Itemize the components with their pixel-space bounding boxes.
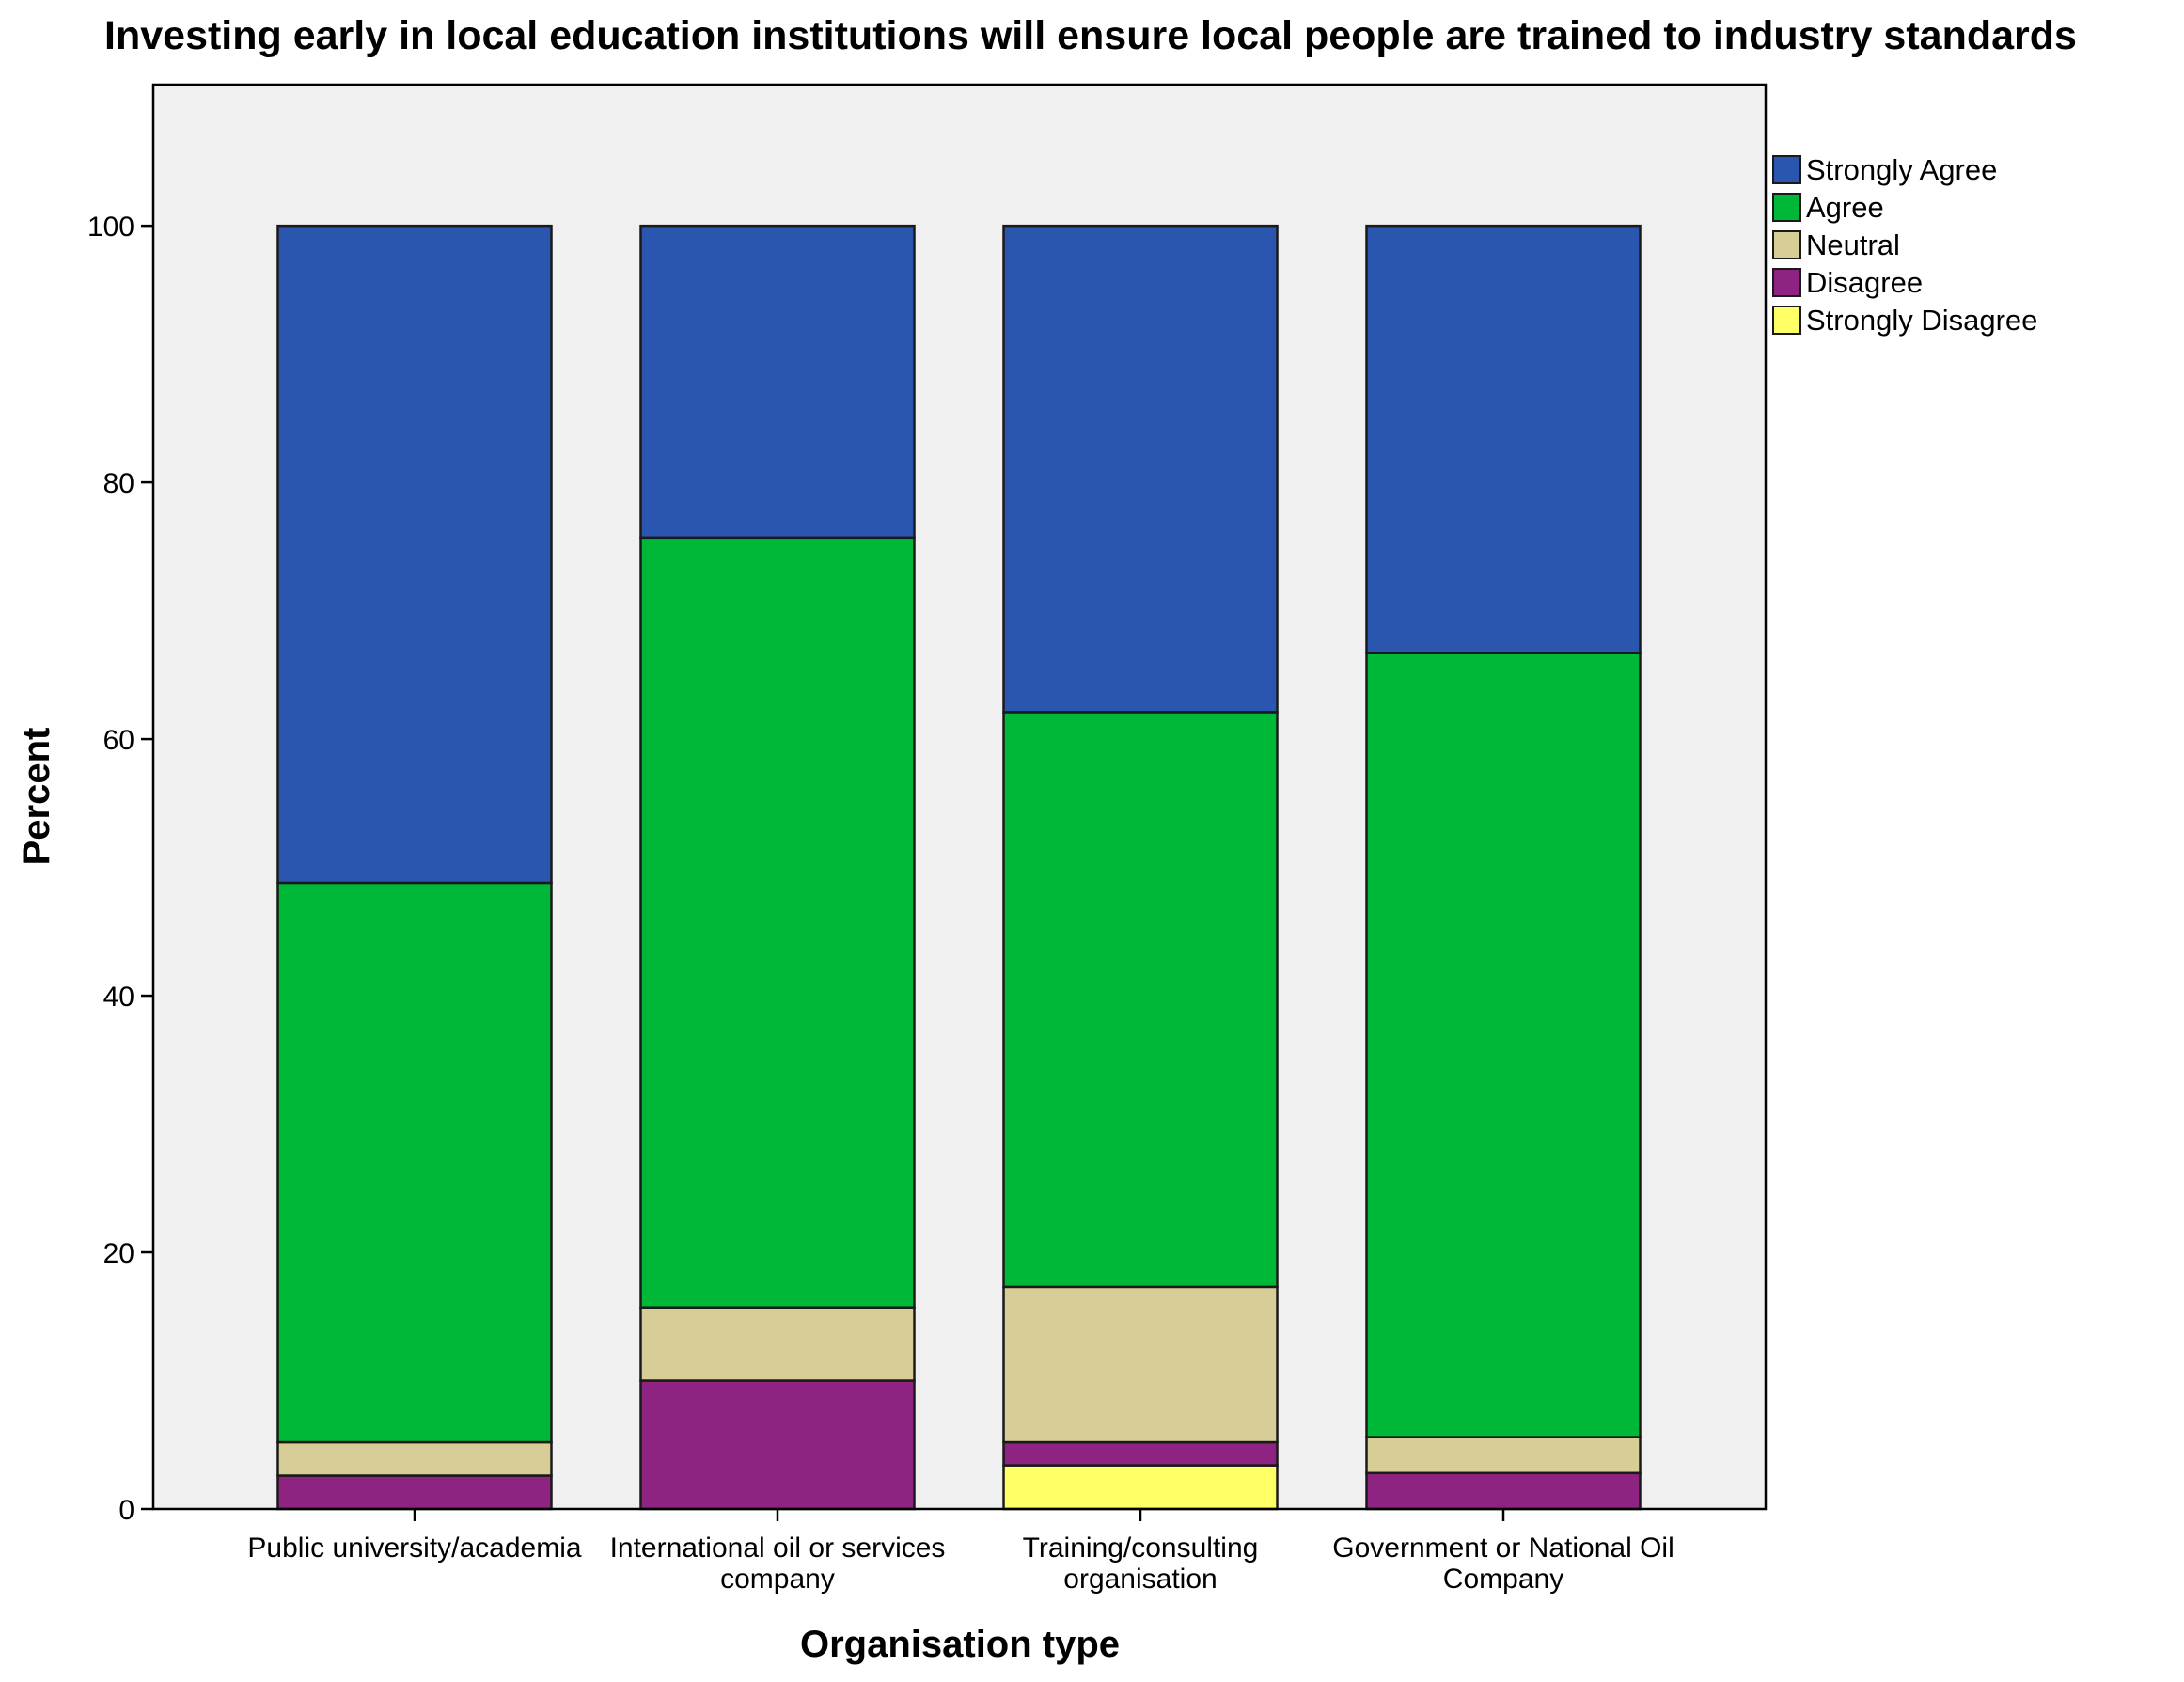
x-category-label: Company [1443,1564,1563,1595]
x-category-label: organisation [1063,1564,1217,1595]
bar-segment-strongly-agree-1 [276,224,553,885]
bar-segment-disagree-2 [639,1379,916,1511]
bar-segment-agree-3 [1002,711,1279,1289]
x-axis: Public university/academia International … [247,1509,1674,1595]
y-tick-label: 40 [103,982,134,1013]
y-tick-label: 20 [103,1238,134,1269]
bar-segment-agree-1 [276,881,553,1444]
bar-segment-disagree-1 [276,1474,553,1511]
legend-swatch-agree [1772,193,1801,222]
bar-segment-neutral-4 [1365,1436,1642,1475]
legend-swatch-strongly-disagree [1772,306,1801,335]
y-tick-label: 0 [118,1495,134,1526]
bar-segment-strongly-disagree-3 [1002,1464,1279,1511]
x-category-label: Public university/academia [247,1533,581,1564]
legend-swatch-strongly-agree [1772,155,1801,184]
bar-segment-strongly-agree-4 [1365,224,1642,654]
legend: Strongly Agree Agree Neutral Disagree Strong… [1772,153,2037,337]
bar-segment-neutral-2 [639,1306,916,1382]
legend-swatch-disagree [1772,268,1801,297]
x-category-label: Training/consulting [1023,1533,1259,1564]
chart-title: Investing early in local education insti… [104,13,2077,58]
legend-label-strongly-disagree: Strongly Disagree [1806,304,2037,337]
y-tick-label: 100 [87,212,134,243]
bar-segment-neutral-3 [1002,1285,1279,1444]
x-category-label: company [720,1564,835,1595]
bar-segment-strongly-agree-3 [1002,224,1279,714]
x-category-label: International oil or services [610,1533,946,1564]
x-axis-title: Organisation type [800,1624,1120,1665]
legend-label-agree: Agree [1806,191,1884,224]
bar-segment-disagree-4 [1365,1471,1642,1511]
bar-segment-agree-4 [1365,652,1642,1438]
bars-layer [276,224,1642,1511]
legend-label-neutral: Neutral [1806,228,1900,261]
bar-segment-agree-2 [639,536,916,1309]
legend-label-disagree: Disagree [1806,266,1923,299]
x-category-label: Government or National Oil [1332,1533,1674,1564]
bar-segment-neutral-1 [276,1440,553,1477]
y-axis: 0 20 40 60 80 100 [87,212,153,1526]
legend-label-strongly-agree: Strongly Agree [1806,153,1997,186]
bar-segment-disagree-3 [1002,1440,1279,1467]
y-tick-label: 60 [103,725,134,756]
bar-segment-strongly-agree-2 [639,224,916,540]
y-axis-title: Percent [16,728,57,866]
plot-border [151,83,1768,1511]
legend-swatch-neutral [1772,230,1801,259]
y-tick-label: 80 [103,468,134,499]
